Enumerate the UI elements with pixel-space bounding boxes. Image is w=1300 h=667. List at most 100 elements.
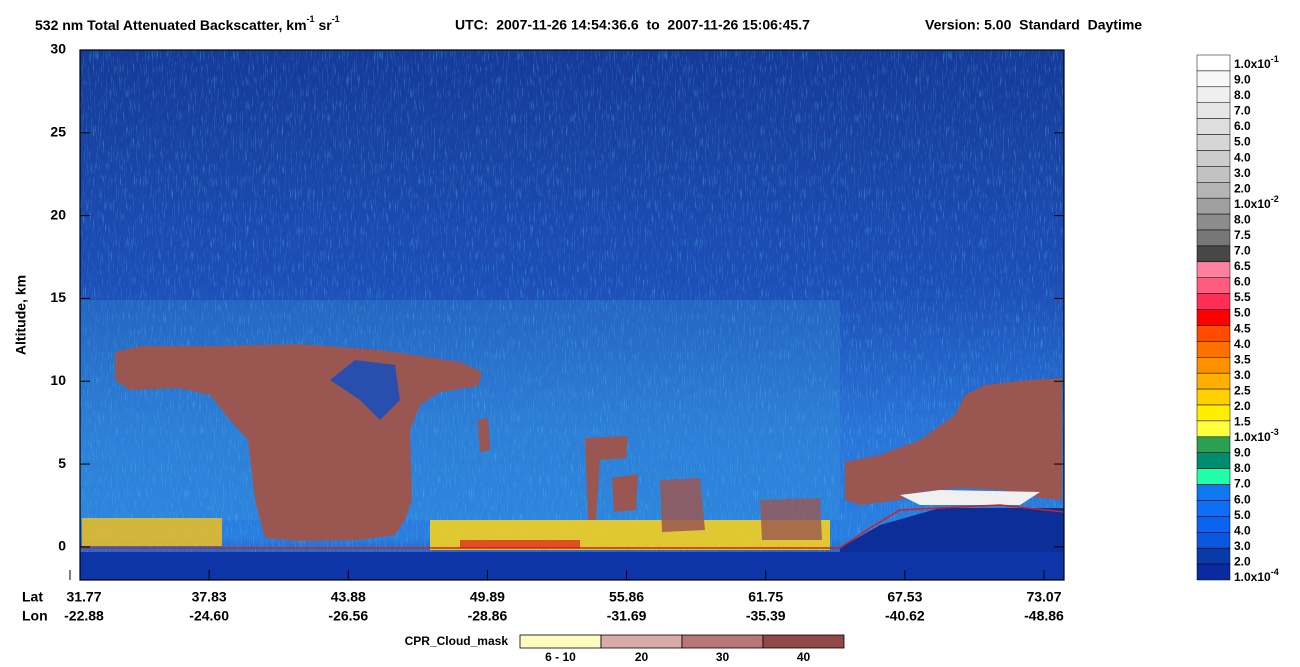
colorbar-swatch bbox=[1196, 468, 1231, 485]
colorbar-swatch bbox=[1196, 261, 1231, 278]
colorbar-label: 4.0 bbox=[1234, 524, 1251, 538]
colorbar-label: 1.0x10-3 bbox=[1234, 427, 1279, 444]
colorbar-label: 7.0 bbox=[1234, 244, 1251, 258]
colorbar-swatch bbox=[1196, 118, 1231, 135]
plot-frame bbox=[79, 49, 1065, 581]
colorbar-swatch bbox=[1196, 86, 1231, 103]
lon-tick-label: -28.86 bbox=[468, 608, 508, 624]
colorbar-swatch bbox=[1196, 404, 1231, 422]
colorbar-swatch bbox=[1196, 516, 1231, 533]
colorbar-swatch bbox=[1196, 500, 1231, 517]
lon-tick-label: -48.86 bbox=[1024, 608, 1064, 624]
colorbar-label: 9.0 bbox=[1234, 73, 1251, 87]
subsurface bbox=[80, 552, 1064, 580]
lat-label: Lat bbox=[22, 589, 43, 605]
colorbar-label-text: 8.0 bbox=[1234, 461, 1251, 475]
colorbar-label-text: 2.0 bbox=[1234, 555, 1251, 569]
colorbar-label-exponent: -4 bbox=[1271, 567, 1279, 577]
lat-tick-label: 61.75 bbox=[748, 589, 783, 605]
cpr-label: 20 bbox=[635, 650, 649, 664]
lon-tick-label: -40.62 bbox=[885, 608, 925, 624]
cpr-label: 30 bbox=[716, 650, 730, 664]
colorbar-label-text: 4.0 bbox=[1234, 150, 1251, 164]
backscatter-field bbox=[80, 50, 1065, 580]
colorbar-swatch bbox=[1196, 436, 1231, 453]
colorbar-swatch bbox=[1196, 102, 1231, 119]
lon-tick-label: -24.60 bbox=[189, 608, 229, 624]
cloud bbox=[660, 478, 705, 532]
colorbar-label: 2.0 bbox=[1234, 555, 1251, 569]
colorbar-label: 3.0 bbox=[1234, 166, 1251, 180]
colorbar-label-text: 7.0 bbox=[1234, 104, 1251, 118]
colorbar-label-text: 6.0 bbox=[1234, 275, 1251, 289]
colorbar-swatch bbox=[1196, 293, 1231, 310]
colorbar-label-text: 6.0 bbox=[1234, 119, 1251, 133]
colorbar-label-text: 6.5 bbox=[1234, 259, 1251, 273]
colorbar-label-text: 5.0 bbox=[1234, 508, 1251, 522]
colorbar-label: 8.0 bbox=[1234, 213, 1251, 227]
colorbar-label-exponent: -2 bbox=[1271, 194, 1279, 204]
colorbar-label-text: 9.0 bbox=[1234, 73, 1251, 87]
y-tick-label: 0 bbox=[58, 538, 66, 554]
y-tick-label: 15 bbox=[50, 289, 66, 305]
low-layer bbox=[82, 518, 222, 546]
cloud bbox=[612, 474, 638, 512]
colorbar-label: 6.5 bbox=[1234, 259, 1251, 273]
title-superscript: -1 bbox=[332, 14, 340, 24]
colorbar-swatch bbox=[1196, 70, 1231, 88]
colorbar-label-text: 1.5 bbox=[1234, 415, 1251, 429]
colorbar-label: 3.0 bbox=[1234, 368, 1251, 382]
colorbar-label: 2.0 bbox=[1234, 182, 1251, 196]
colorbar-label-text: 3.0 bbox=[1234, 166, 1251, 180]
colorbar-label: 5.0 bbox=[1234, 508, 1251, 522]
colorbar-swatch bbox=[1196, 325, 1231, 342]
colorbar-label: 6.0 bbox=[1234, 119, 1251, 133]
colorbar-label-text: 4.0 bbox=[1234, 524, 1251, 538]
lon-tick-label: -31.69 bbox=[607, 608, 647, 624]
colorbar-label: 5.5 bbox=[1234, 290, 1251, 304]
colorbar-label-text: 4.5 bbox=[1234, 321, 1251, 335]
colorbar-swatch bbox=[1196, 309, 1231, 326]
colorbar-label-text: 5.5 bbox=[1234, 290, 1251, 304]
lat-tick-label: 43.88 bbox=[331, 589, 366, 605]
surface-elevation bbox=[80, 504, 1065, 549]
colorbar-swatch bbox=[1196, 277, 1231, 294]
lon-label: Lon bbox=[22, 608, 48, 624]
colorbar-swatch bbox=[1196, 245, 1231, 263]
colorbar-label-text: 8.0 bbox=[1234, 88, 1251, 102]
colorbar-label-text: 7.0 bbox=[1234, 244, 1251, 258]
lat-tick-label: 37.83 bbox=[192, 589, 227, 605]
colorbar-label-text: 1.0x10 bbox=[1234, 57, 1271, 71]
y-tick-label: 20 bbox=[50, 206, 66, 222]
colorbar-swatch bbox=[1196, 563, 1231, 581]
colorbar-label: 8.0 bbox=[1234, 461, 1251, 475]
colorbar-label-text: 2.0 bbox=[1234, 399, 1251, 413]
colorbar-label-text: 4.0 bbox=[1234, 337, 1251, 351]
colorbar-label-text: 3.0 bbox=[1234, 368, 1251, 382]
colorbar-label: 2.5 bbox=[1234, 384, 1251, 398]
colorbar-swatch bbox=[1196, 182, 1231, 199]
colorbar-label: 8.0 bbox=[1234, 88, 1251, 102]
colorbar-label: 4.5 bbox=[1234, 321, 1251, 335]
surface-layer-core bbox=[460, 540, 580, 548]
colorbar-swatch bbox=[1196, 166, 1231, 183]
title-superscript: -1 bbox=[307, 14, 315, 24]
colorbar-label: 3.0 bbox=[1234, 539, 1251, 553]
y-axis-label: Altitude, km bbox=[13, 275, 29, 355]
y-tick-label: 5 bbox=[58, 455, 66, 471]
colorbar-swatch bbox=[1196, 197, 1231, 215]
colorbar-label-text: 3.0 bbox=[1234, 539, 1251, 553]
lon-tick-label: -26.56 bbox=[328, 608, 368, 624]
colorbar-swatch bbox=[1196, 134, 1231, 151]
colorbar-label-text: 1.0x10 bbox=[1234, 570, 1271, 584]
colorbar-swatch bbox=[1196, 357, 1231, 374]
cpr-swatch bbox=[600, 634, 683, 649]
colorbar-label: 1.0x10-1 bbox=[1234, 54, 1279, 71]
colorbar-label: 1.0x10-2 bbox=[1234, 194, 1279, 211]
colorbar-label-text: 7.5 bbox=[1234, 228, 1251, 242]
colorbar-swatch bbox=[1196, 372, 1231, 390]
colorbar-label: 2.0 bbox=[1234, 399, 1251, 413]
lat-tick-label: 73.07 bbox=[1026, 589, 1061, 605]
colorbar-label: 9.0 bbox=[1234, 446, 1251, 460]
